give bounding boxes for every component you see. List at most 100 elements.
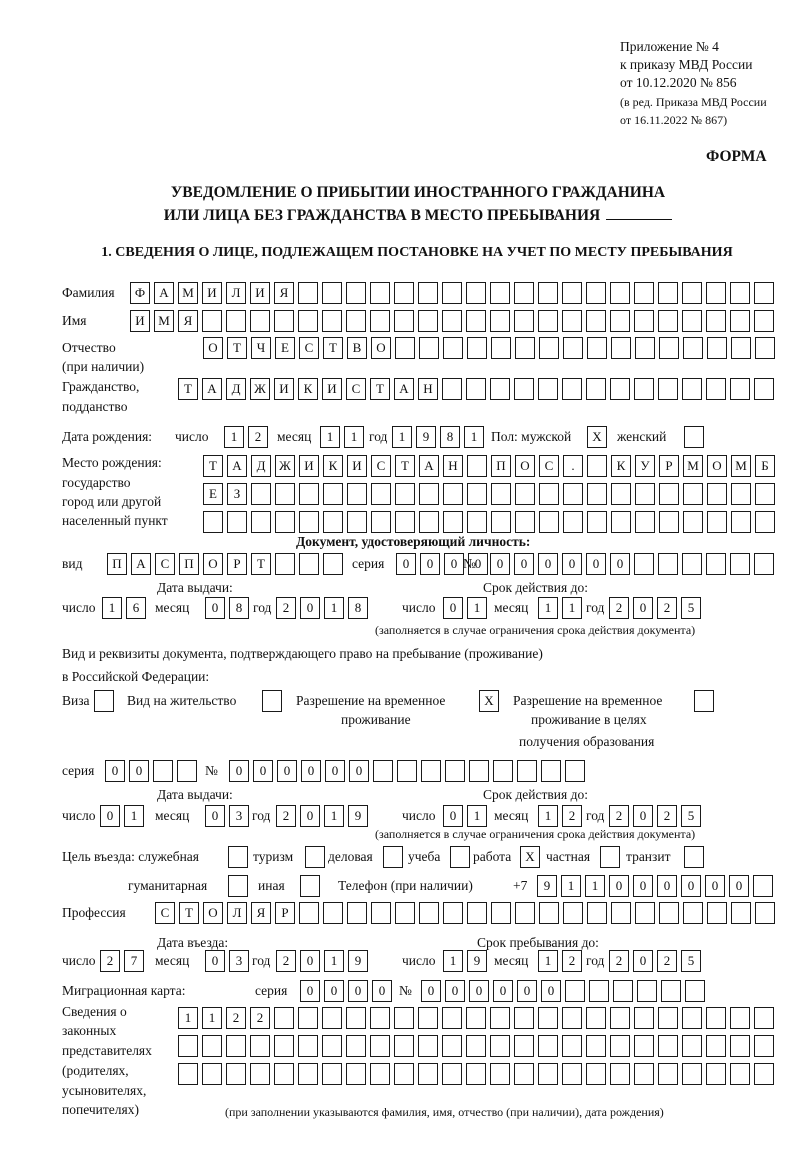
char-cell[interactable] (514, 282, 534, 304)
char-cell[interactable] (442, 378, 462, 400)
char-cell[interactable]: П (491, 455, 511, 477)
char-cell[interactable]: 1 (178, 1007, 198, 1029)
char-cell[interactable]: Д (226, 378, 246, 400)
char-cell[interactable] (370, 1063, 390, 1085)
char-cell[interactable]: Р (227, 553, 247, 575)
char-cell[interactable] (275, 553, 295, 575)
char-cell[interactable] (322, 1063, 342, 1085)
char-cell[interactable] (634, 1063, 654, 1085)
char-cell[interactable] (613, 980, 633, 1002)
char-cell[interactable] (514, 1035, 534, 1057)
char-cell[interactable] (322, 1007, 342, 1029)
char-cell[interactable] (754, 1007, 774, 1029)
char-cell[interactable] (611, 337, 631, 359)
char-cell[interactable]: 1 (538, 950, 558, 972)
char-cell[interactable] (418, 1063, 438, 1085)
char-cell[interactable]: 0 (349, 760, 369, 782)
char-cell[interactable] (539, 902, 559, 924)
char-cell[interactable] (659, 511, 679, 533)
char-cell[interactable]: А (202, 378, 222, 400)
char-cell[interactable] (565, 760, 585, 782)
char-cell[interactable] (275, 511, 295, 533)
char-cell[interactable]: 1 (585, 875, 605, 897)
char-cell[interactable] (682, 282, 702, 304)
char-cell[interactable] (94, 690, 114, 712)
char-cell[interactable]: К (298, 378, 318, 400)
char-cell[interactable]: 0 (277, 760, 297, 782)
char-cell[interactable] (226, 1035, 246, 1057)
char-cell[interactable] (587, 455, 607, 477)
char-cell[interactable] (418, 1035, 438, 1057)
char-cell[interactable] (589, 980, 609, 1002)
char-cell[interactable] (305, 846, 325, 868)
char-cell[interactable] (683, 511, 703, 533)
char-cell[interactable] (658, 378, 678, 400)
char-cell[interactable] (442, 282, 462, 304)
char-cell[interactable]: Е (275, 337, 295, 359)
char-cell[interactable] (298, 1063, 318, 1085)
char-cell[interactable] (274, 1063, 294, 1085)
char-cell[interactable] (634, 310, 654, 332)
char-cell[interactable] (587, 902, 607, 924)
char-cell[interactable] (443, 902, 463, 924)
char-cell[interactable]: Я (274, 282, 294, 304)
char-cell[interactable]: О (371, 337, 391, 359)
char-cell[interactable]: И (274, 378, 294, 400)
char-cell[interactable]: 0 (586, 553, 606, 575)
char-cell[interactable] (514, 1007, 534, 1029)
char-cell[interactable] (755, 511, 775, 533)
char-cell[interactable] (347, 483, 367, 505)
char-cell[interactable]: Т (370, 378, 390, 400)
char-cell[interactable] (394, 1035, 414, 1057)
char-cell[interactable] (251, 483, 271, 505)
char-cell[interactable]: 2 (609, 950, 629, 972)
char-cell[interactable]: 9 (416, 426, 436, 448)
char-cell[interactable] (466, 1063, 486, 1085)
char-cell[interactable]: 0 (729, 875, 749, 897)
char-cell[interactable]: 0 (301, 760, 321, 782)
char-cell[interactable]: 1 (324, 805, 344, 827)
char-cell[interactable] (731, 337, 751, 359)
char-cell[interactable] (706, 1063, 726, 1085)
char-cell[interactable] (658, 1063, 678, 1085)
char-cell[interactable] (707, 337, 727, 359)
char-cell[interactable]: 0 (445, 980, 465, 1002)
char-cell[interactable] (562, 378, 582, 400)
char-cell[interactable] (659, 337, 679, 359)
char-cell[interactable] (346, 1007, 366, 1029)
char-cell[interactable] (635, 483, 655, 505)
char-cell[interactable] (346, 1035, 366, 1057)
char-cell[interactable]: 2 (248, 426, 268, 448)
char-cell[interactable] (634, 1007, 654, 1029)
char-cell[interactable] (658, 1035, 678, 1057)
char-cell[interactable]: 0 (205, 950, 225, 972)
char-cell[interactable] (538, 378, 558, 400)
char-cell[interactable]: 0 (372, 980, 392, 1002)
char-cell[interactable] (539, 337, 559, 359)
char-cell[interactable] (202, 1063, 222, 1085)
char-cell[interactable] (394, 1007, 414, 1029)
char-cell[interactable]: Т (178, 378, 198, 400)
char-cell[interactable]: 0 (396, 553, 416, 575)
char-cell[interactable] (586, 378, 606, 400)
char-cell[interactable] (275, 483, 295, 505)
char-cell[interactable] (658, 282, 678, 304)
char-cell[interactable] (754, 1063, 774, 1085)
char-cell[interactable]: 0 (105, 760, 125, 782)
char-cell[interactable]: 2 (657, 950, 677, 972)
char-cell[interactable]: 0 (469, 980, 489, 1002)
char-cell[interactable] (491, 337, 511, 359)
char-cell[interactable]: Р (659, 455, 679, 477)
char-cell[interactable] (611, 902, 631, 924)
char-cell[interactable] (539, 511, 559, 533)
char-cell[interactable] (491, 511, 511, 533)
char-cell[interactable]: 0 (633, 805, 653, 827)
char-cell[interactable]: 0 (517, 980, 537, 1002)
char-cell[interactable]: 0 (562, 553, 582, 575)
char-cell[interactable]: 0 (514, 553, 534, 575)
char-cell[interactable] (610, 1063, 630, 1085)
char-cell[interactable] (635, 902, 655, 924)
char-cell[interactable] (610, 310, 630, 332)
char-cell[interactable]: 2 (276, 597, 296, 619)
char-cell[interactable] (684, 846, 704, 868)
